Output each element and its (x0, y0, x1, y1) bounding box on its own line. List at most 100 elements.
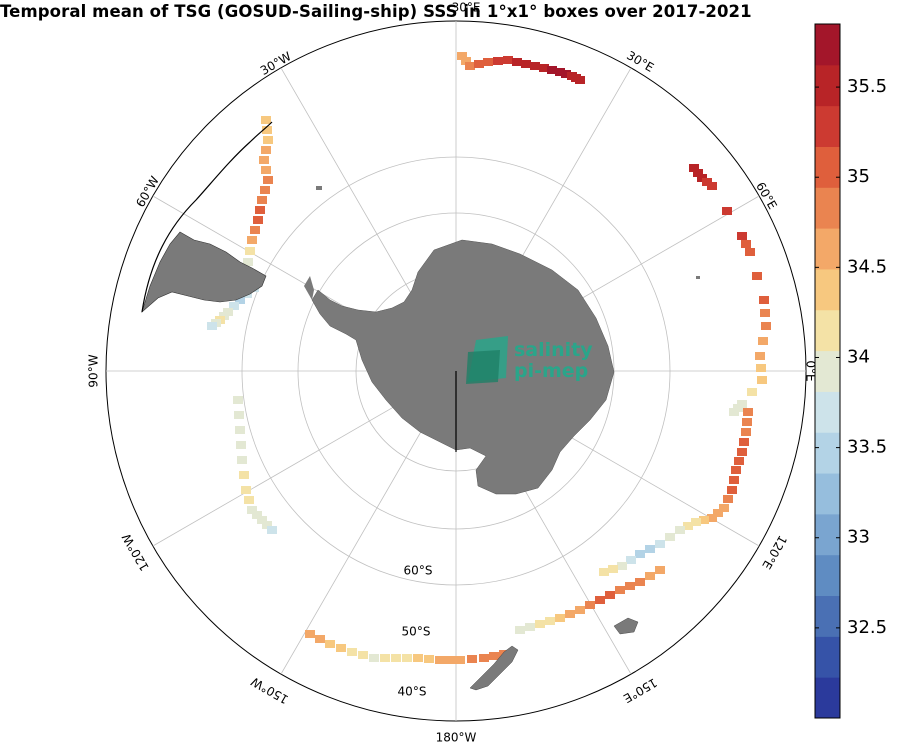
sss-box (585, 601, 595, 609)
sss-box (535, 620, 545, 628)
longitude-label: 180°W (436, 731, 477, 743)
sss-box (655, 566, 665, 574)
longitude-label: 30°E (452, 1, 481, 15)
sss-box (595, 596, 605, 604)
sss-box (625, 582, 635, 590)
sss-box (263, 136, 273, 144)
sss-box (555, 68, 565, 76)
sss-box (239, 471, 249, 479)
sss-box (493, 57, 503, 65)
sss-box (261, 166, 271, 174)
sss-box (555, 614, 565, 622)
sss-box (253, 216, 263, 224)
sss-box (758, 337, 768, 345)
sss-box (645, 545, 655, 553)
sss-box (755, 352, 765, 360)
sss-box (737, 448, 747, 456)
sss-box (255, 206, 265, 214)
sss-box (236, 441, 246, 449)
sss-box (391, 654, 401, 662)
colorbar-segment (815, 187, 840, 229)
sss-box (599, 568, 609, 576)
sub-antarctic-island-2 (696, 276, 700, 279)
sss-box (267, 526, 277, 534)
colorbar-segment (815, 309, 840, 352)
sss-box (707, 514, 717, 522)
latitude-label: 60°S (404, 564, 433, 578)
sss-box (675, 526, 685, 534)
sss-box (233, 396, 243, 404)
sss-box (424, 655, 434, 663)
colorbar-segment (815, 391, 840, 433)
sss-box (261, 146, 271, 154)
colorbar-segment (815, 513, 840, 556)
colorbar-segment (815, 228, 840, 270)
colorbar-segment (815, 677, 840, 719)
sss-box (691, 518, 701, 526)
colorbar-segment (815, 595, 840, 637)
sss-box (263, 176, 273, 184)
tasmania-shape (613, 617, 639, 635)
sss-box (545, 617, 555, 625)
sss-box (503, 56, 513, 64)
ship-tracks (207, 52, 771, 664)
south-america-shape (141, 231, 267, 313)
colorbar-segment (815, 554, 840, 597)
sss-box (727, 486, 737, 494)
sss-box (435, 656, 445, 664)
sss-box (745, 248, 755, 256)
sss-box (752, 272, 762, 280)
sss-box (608, 565, 618, 573)
sss-box (445, 656, 455, 664)
sss-box (683, 522, 693, 530)
colorbar-segment (815, 350, 840, 392)
sss-box (530, 62, 540, 70)
sss-box (605, 591, 615, 599)
colorbar-segment (815, 105, 840, 147)
sss-box (539, 64, 549, 72)
sss-box (761, 322, 771, 330)
sss-box (261, 116, 271, 124)
sss-box (731, 466, 741, 474)
sss-box (693, 169, 703, 177)
sss-box (247, 236, 257, 244)
sss-box (247, 506, 257, 514)
sss-box (380, 654, 390, 662)
sss-box (325, 640, 335, 648)
colorbar-segment (815, 432, 840, 474)
sss-box (489, 652, 499, 660)
sss-box (645, 572, 655, 580)
sss-box (713, 509, 723, 517)
sss-box (243, 258, 253, 266)
sss-box (565, 610, 575, 618)
sss-box (250, 226, 260, 234)
sss-box (743, 408, 753, 416)
sss-box (729, 476, 739, 484)
colorbar: 32.5 33 33.5 34 34.5 35 35.5 (814, 23, 887, 719)
sss-box (741, 240, 751, 248)
sss-box (479, 654, 489, 662)
sss-box (474, 60, 484, 68)
longitude-label: 150°W (248, 674, 290, 707)
latitude-label: 50°S (402, 625, 431, 639)
colorbar-tick-label: 32.5 (847, 617, 887, 638)
sss-box (455, 656, 465, 664)
sss-box (315, 635, 325, 643)
sss-box (259, 156, 269, 164)
colorbar-segment (815, 24, 840, 66)
sss-box (635, 550, 645, 558)
new-zealand-shape (469, 645, 519, 691)
sss-box (757, 376, 767, 384)
sss-box (402, 654, 412, 662)
sss-box (759, 296, 769, 304)
colorbar-tick-label: 34.5 (847, 256, 887, 277)
sss-box (483, 58, 493, 66)
sss-box (722, 207, 732, 215)
sss-box (235, 426, 245, 434)
sss-box (257, 196, 267, 204)
sss-box (245, 247, 255, 255)
colorbar-segment (815, 64, 840, 107)
colorbar-tick-label: 35 (847, 166, 870, 187)
colorbar-tick-label: 33.5 (847, 437, 887, 458)
antarctic-peninsula (304, 276, 314, 300)
